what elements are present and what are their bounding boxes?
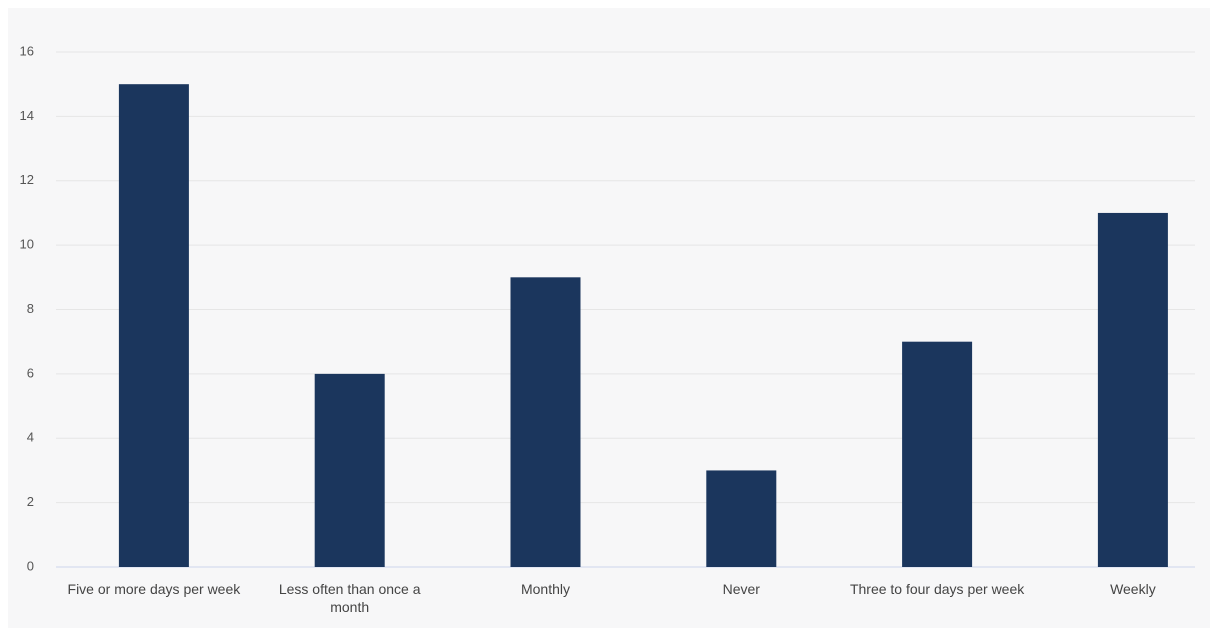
y-tick-label: 4 — [27, 430, 34, 445]
y-tick-label: 16 — [20, 43, 34, 58]
x-tick-label: Five or more days per week — [67, 581, 241, 597]
y-tick-label: 6 — [27, 365, 34, 380]
y-tick-label: 8 — [27, 301, 34, 316]
bar — [1097, 212, 1168, 567]
y-tick-label: 12 — [20, 172, 34, 187]
bar — [902, 341, 973, 567]
y-tick-label: 10 — [20, 237, 34, 252]
bar — [118, 84, 189, 567]
y-tick-label: 14 — [20, 108, 34, 123]
x-tick-label: Weekly — [1110, 581, 1156, 597]
x-tick-label: Never — [722, 581, 760, 597]
x-tick-label: Monthly — [520, 581, 571, 597]
bar — [510, 277, 581, 567]
bar — [706, 470, 777, 567]
y-tick-label: 2 — [27, 494, 34, 509]
y-tick-label: 0 — [27, 558, 34, 573]
x-tick-label: Less often than once a month — [278, 581, 421, 615]
plot-background — [8, 8, 1210, 628]
bar — [314, 373, 385, 567]
x-tick-label: Three to four days per week — [849, 581, 1025, 597]
